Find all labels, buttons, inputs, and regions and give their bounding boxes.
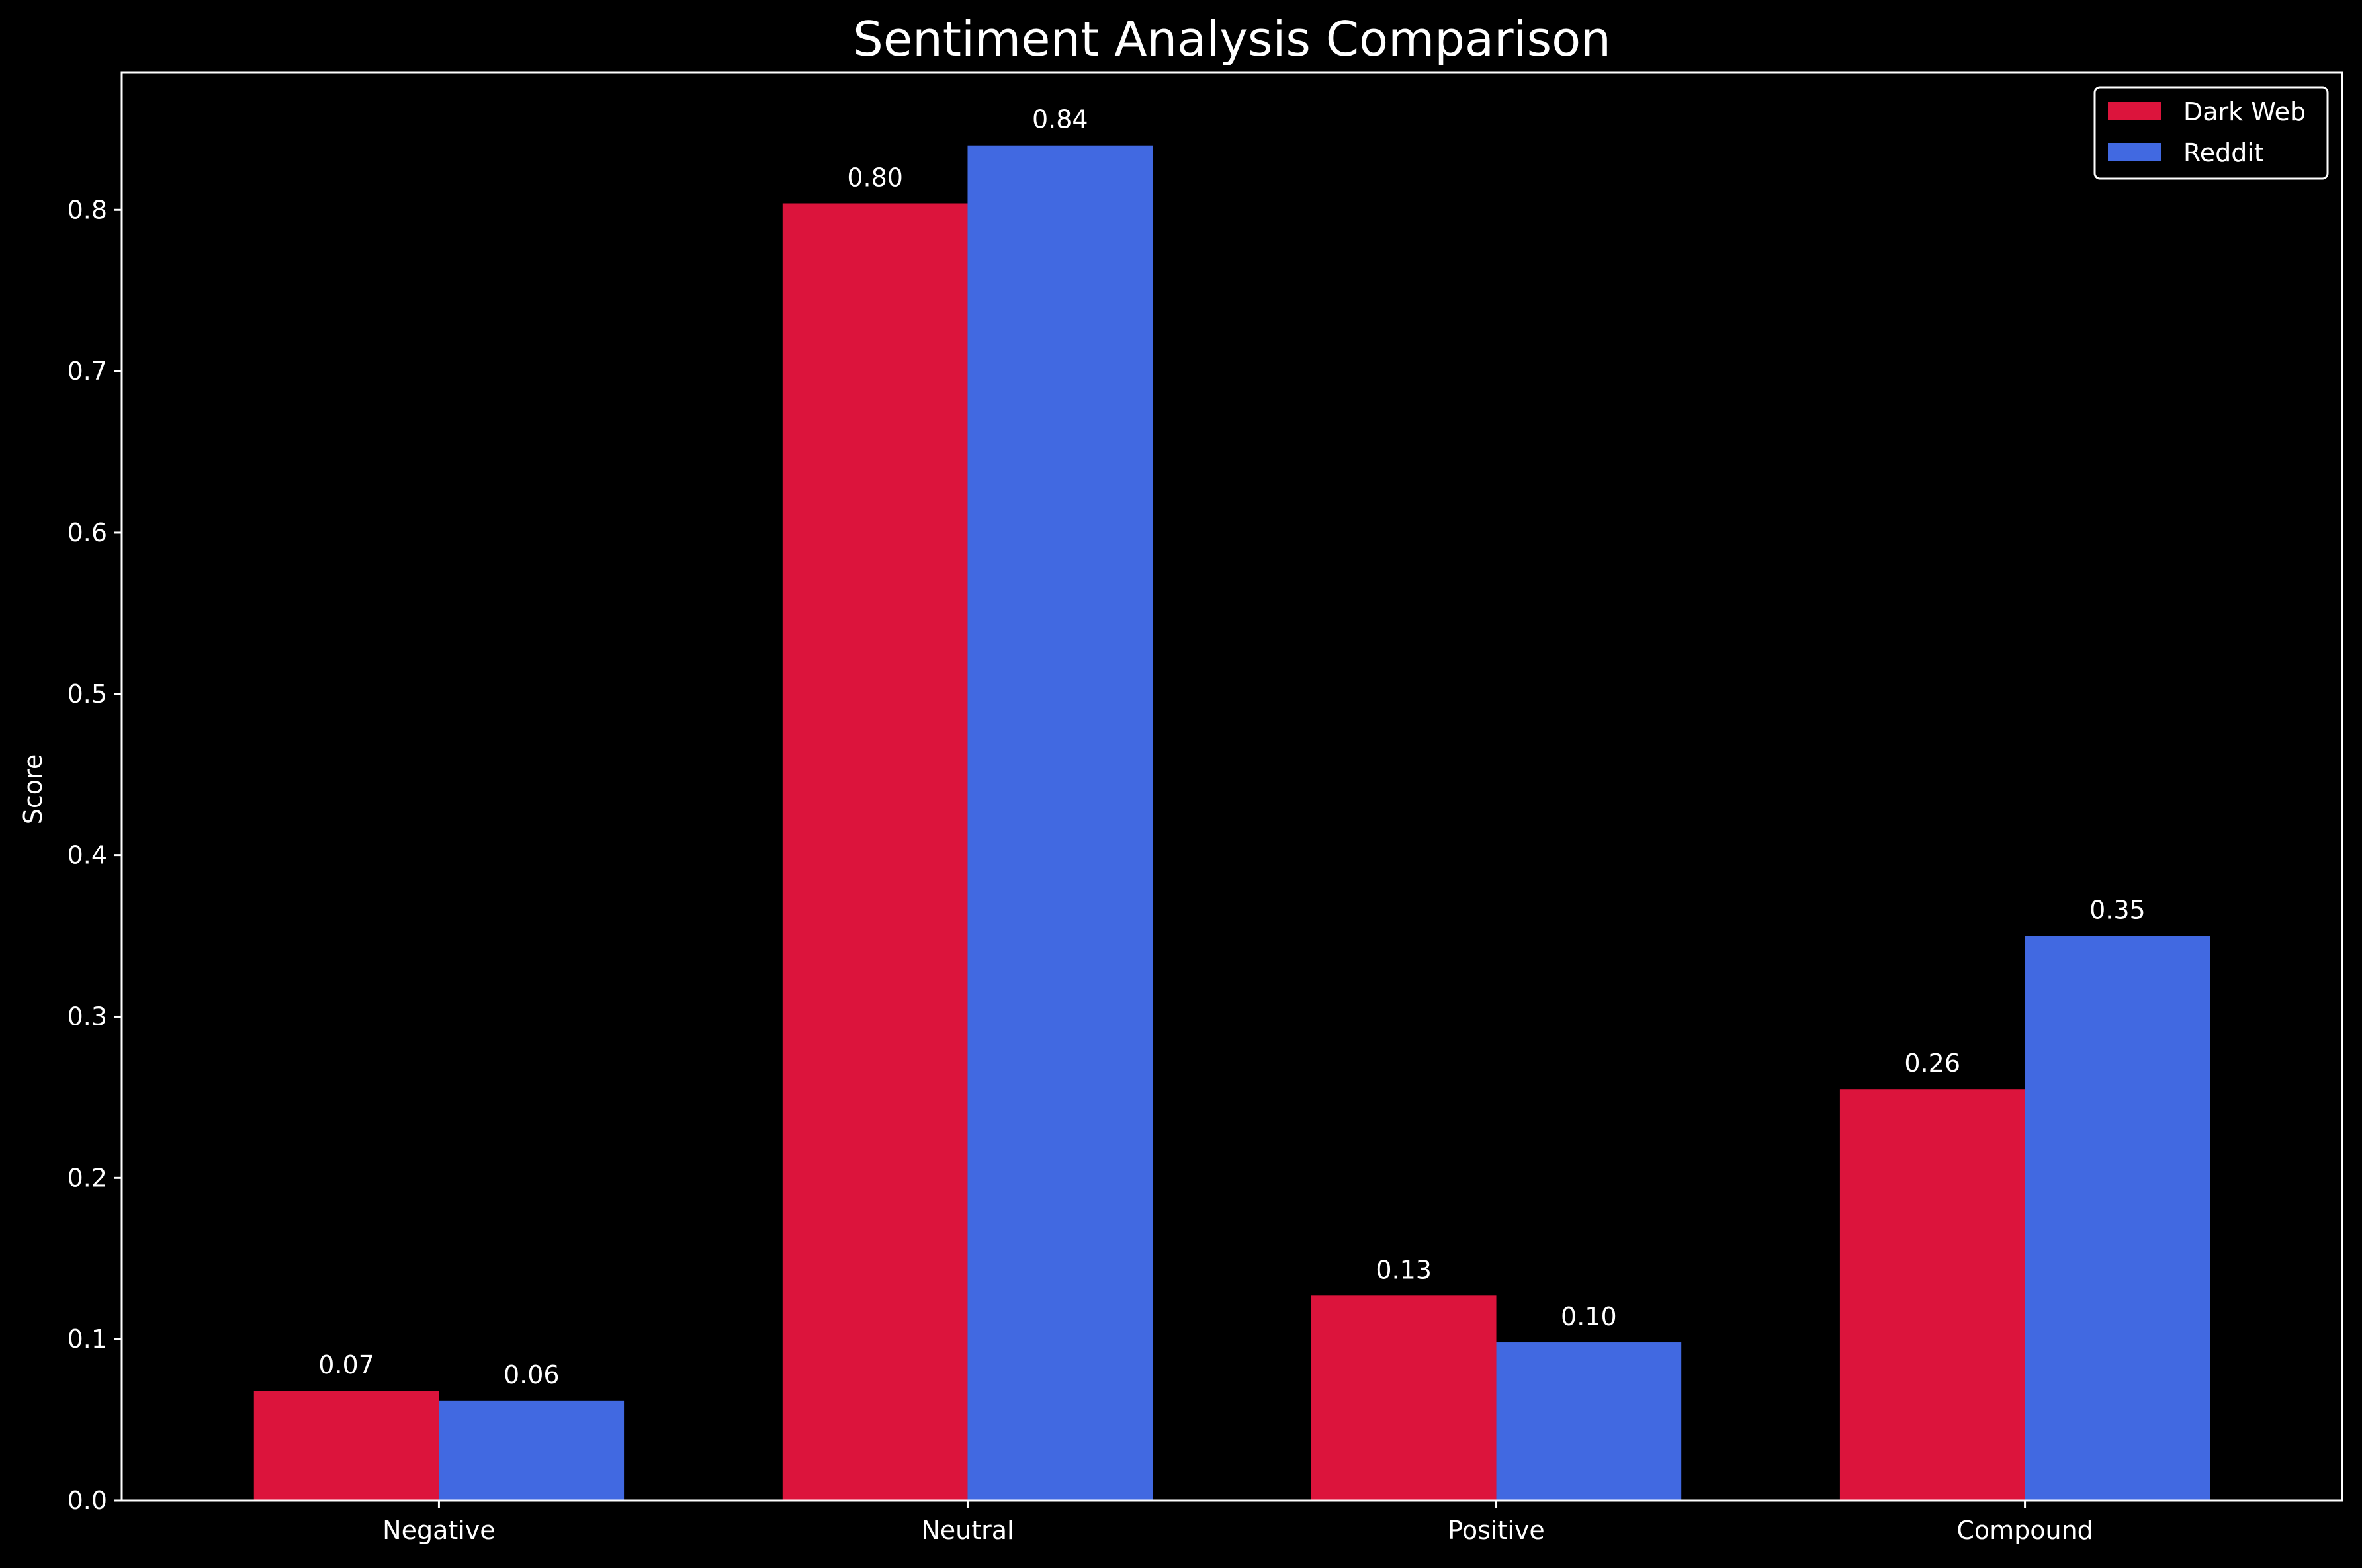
legend-swatch-reddit bbox=[2108, 143, 2161, 161]
bar-dark-web-neutral bbox=[782, 203, 968, 1501]
y-tick-label-0-2: 0.2 bbox=[67, 1163, 107, 1192]
legend-label-dark-web: Dark Web bbox=[2183, 97, 2306, 126]
legend: Dark Web Reddit bbox=[2093, 86, 2329, 180]
x-axis-ticks: Negative Neutral Positive Compound bbox=[382, 1501, 2093, 1545]
y-tick-label-0-1: 0.1 bbox=[67, 1325, 107, 1354]
x-tick-label-negative: Negative bbox=[382, 1516, 496, 1545]
data-labels-group: 0.07 0.80 0.13 0.26 0.06 0.84 0.10 0.35 bbox=[318, 105, 2145, 1389]
y-tick-label-0-7: 0.7 bbox=[67, 357, 107, 386]
y-axis-ticks: 0.0 0.1 0.2 0.3 0.4 0.5 0.6 0.7 0.8 bbox=[67, 195, 122, 1515]
bars-group bbox=[253, 145, 2210, 1501]
bar-reddit-neutral bbox=[967, 145, 1153, 1501]
data-label-reddit-compound: 0.35 bbox=[2089, 896, 2146, 925]
x-tick-label-positive: Positive bbox=[1448, 1516, 1545, 1545]
bar-reddit-compound bbox=[2025, 936, 2210, 1501]
legend-label-reddit: Reddit bbox=[2183, 138, 2264, 167]
y-tick-label-0-5: 0.5 bbox=[67, 679, 107, 709]
y-axis-title: Score bbox=[19, 754, 48, 824]
data-label-reddit-neutral: 0.84 bbox=[1032, 105, 1088, 134]
y-tick-label-0-4: 0.4 bbox=[67, 841, 107, 870]
chart-title: Sentiment Analysis Comparison bbox=[853, 11, 1611, 67]
data-label-reddit-negative: 0.06 bbox=[503, 1360, 560, 1389]
data-label-dark-web-negative: 0.07 bbox=[318, 1350, 374, 1379]
y-tick-label-0-6: 0.6 bbox=[67, 518, 107, 547]
bar-dark-web-compound bbox=[1839, 1089, 2025, 1501]
x-tick-label-compound: Compound bbox=[1956, 1516, 2093, 1545]
data-label-dark-web-positive: 0.13 bbox=[1376, 1255, 1432, 1284]
y-tick-label-0-0: 0.0 bbox=[67, 1486, 107, 1515]
bar-reddit-positive bbox=[1496, 1342, 1682, 1501]
plot-frame bbox=[120, 71, 2343, 1502]
x-tick-label-neutral: Neutral bbox=[921, 1516, 1014, 1545]
y-tick-label-0-8: 0.8 bbox=[67, 195, 107, 224]
bar-reddit-negative bbox=[439, 1400, 625, 1501]
data-label-reddit-positive: 0.10 bbox=[1561, 1302, 1617, 1331]
legend-swatch-dark-web bbox=[2108, 102, 2161, 120]
bar-dark-web-positive bbox=[1311, 1295, 1497, 1501]
y-tick-label-0-3: 0.3 bbox=[67, 1002, 107, 1031]
data-label-dark-web-neutral: 0.80 bbox=[847, 163, 903, 193]
bar-dark-web-negative bbox=[253, 1391, 439, 1501]
data-label-dark-web-compound: 0.26 bbox=[1904, 1049, 1960, 1078]
